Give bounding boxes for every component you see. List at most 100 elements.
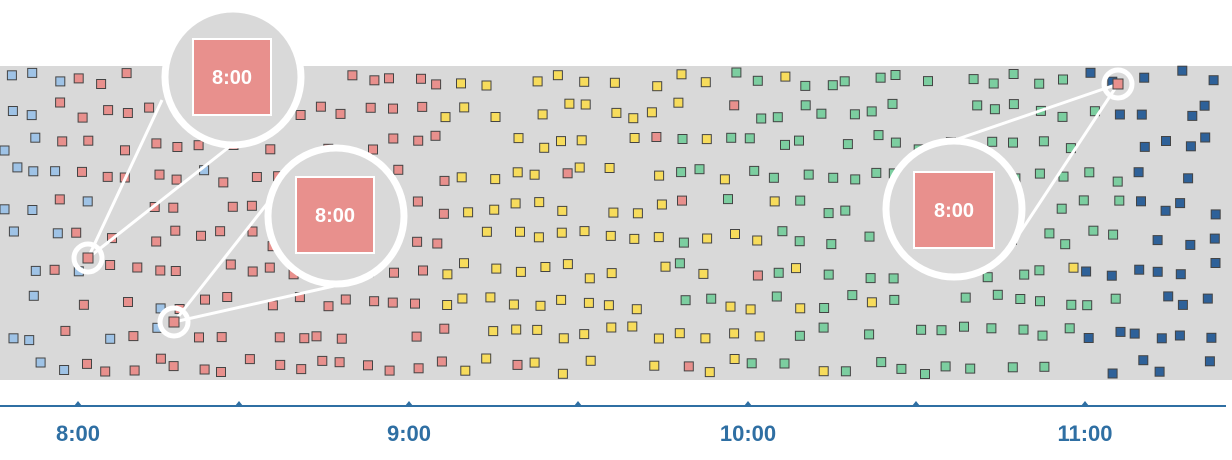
event-square [660, 261, 671, 272]
event-square [1110, 293, 1121, 304]
event-square [1200, 132, 1211, 143]
event-square [78, 299, 89, 310]
event-square [384, 365, 395, 376]
event-square [1152, 266, 1163, 277]
event-square [887, 98, 898, 109]
event-square [218, 177, 229, 188]
event-square [247, 226, 258, 237]
event-square [564, 98, 575, 109]
event-square [121, 68, 132, 79]
event-square [780, 71, 791, 82]
event-square [1183, 173, 1194, 184]
event-square [412, 236, 423, 247]
event-square [827, 80, 838, 91]
event-square [982, 272, 993, 283]
event-square [889, 294, 900, 305]
event-square [752, 270, 763, 281]
event-square [769, 196, 780, 207]
event-square [1161, 136, 1171, 146]
event-square [413, 363, 424, 374]
event-square [773, 267, 784, 278]
event-square [222, 292, 233, 302]
event-square [823, 208, 834, 219]
event-square [388, 103, 398, 114]
event-square [59, 365, 70, 375]
event-square [1066, 299, 1077, 310]
event-square [369, 296, 380, 307]
event-square [488, 326, 499, 337]
event-square [987, 136, 998, 147]
event-square [171, 174, 182, 185]
event-square [777, 226, 788, 237]
event-square [1210, 209, 1221, 220]
event-square [674, 328, 685, 339]
event-square [510, 198, 521, 209]
callout-magnifiers: 8:00 8:00 8:00 [71, 5, 1135, 339]
event-square [896, 363, 907, 374]
event-square [535, 300, 546, 311]
event-square [557, 368, 568, 379]
event-square [460, 365, 471, 376]
event-square [1108, 229, 1119, 240]
event-square [936, 325, 947, 336]
event-square [557, 205, 568, 216]
event-square [972, 100, 983, 111]
event-square [265, 144, 276, 155]
event-square [1133, 167, 1144, 178]
event-square [702, 233, 713, 244]
event-square [105, 333, 116, 344]
event-square [768, 172, 779, 183]
event-square [244, 354, 255, 365]
event-square [1081, 266, 1092, 277]
event-square [574, 162, 585, 173]
event-square [629, 233, 640, 244]
event-square [1154, 366, 1165, 377]
event-square [129, 365, 140, 376]
event-square [246, 200, 257, 211]
event-square [54, 194, 65, 205]
event-square [30, 265, 41, 276]
event-square [431, 79, 442, 90]
event-square [1044, 228, 1055, 239]
event-square [1134, 264, 1145, 275]
event-square [756, 113, 767, 124]
event-square [627, 321, 638, 332]
event-square [794, 330, 805, 341]
event-square [968, 74, 979, 85]
event-square [791, 263, 801, 274]
event-square [700, 333, 711, 344]
event-square [1209, 233, 1220, 244]
event-square [800, 80, 811, 91]
event-square [920, 369, 930, 379]
event-square [656, 199, 667, 210]
event-square [1018, 324, 1029, 335]
magnified-square [295, 176, 375, 254]
small-focus-ring [1101, 67, 1135, 101]
event-square [317, 355, 328, 366]
event-square [701, 134, 712, 145]
event-square [539, 142, 550, 153]
event-square [413, 135, 424, 146]
event-square [723, 194, 733, 205]
event-square [605, 230, 616, 241]
event-square [603, 300, 614, 311]
event-square [1114, 195, 1125, 206]
event-square [1107, 368, 1118, 379]
event-square [172, 142, 183, 152]
event-square [387, 297, 398, 308]
event-square [1064, 323, 1075, 334]
event-square [940, 361, 951, 372]
event-square [384, 73, 394, 84]
event-square [418, 265, 428, 276]
event-square [0, 204, 10, 215]
event-square [779, 358, 790, 369]
event-square [1129, 328, 1140, 339]
event-square [365, 102, 376, 113]
event-square [1112, 176, 1123, 187]
event-square [216, 332, 227, 343]
event-square [128, 331, 139, 342]
event-square [120, 145, 130, 156]
event-square [369, 75, 380, 86]
magnified-time-label: 8:00 [315, 205, 355, 227]
event-square [334, 357, 345, 368]
